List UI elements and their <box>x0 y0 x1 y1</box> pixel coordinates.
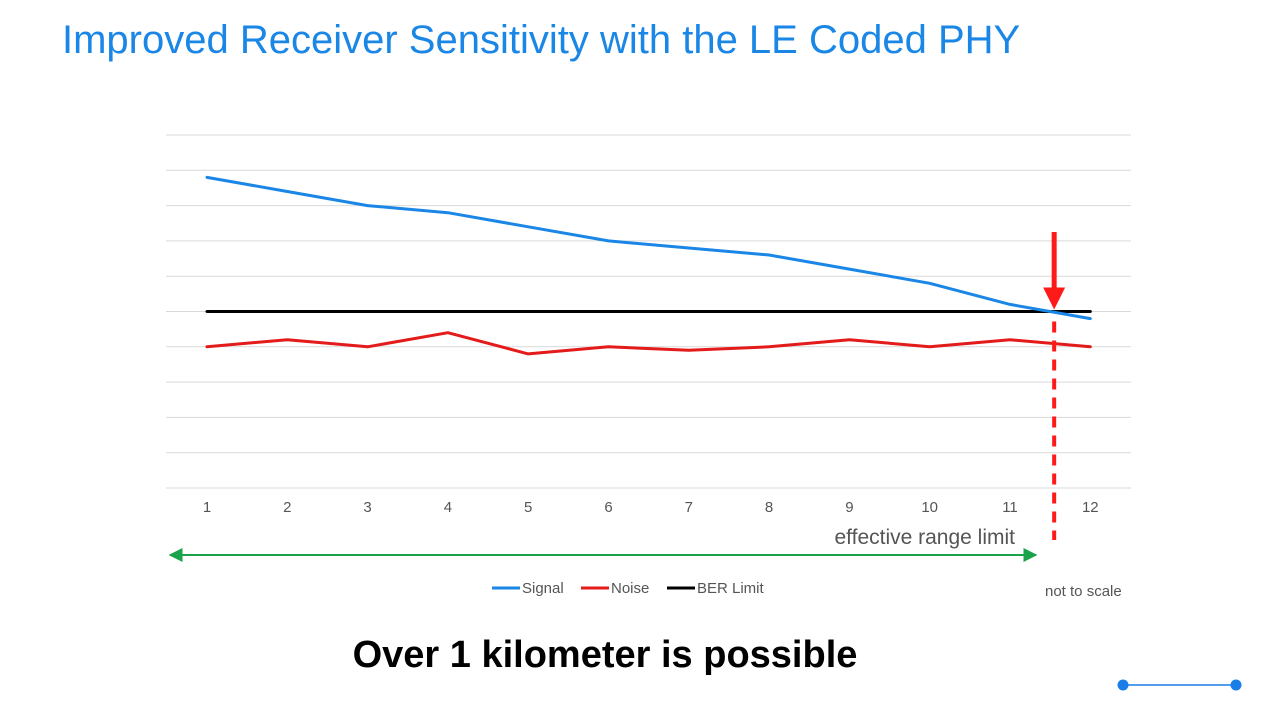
series-lines <box>205 175 1092 356</box>
series-line-signal <box>205 175 1092 321</box>
effective-range-label: effective range limit <box>834 526 1015 549</box>
legend-label-signal: Signal <box>522 580 564 597</box>
range-limit-marker <box>1043 232 1066 540</box>
legend-label-noise: Noise <box>611 580 649 597</box>
x-tick-label: 6 <box>604 499 612 516</box>
legend-label-ber-limit: BER Limit <box>697 580 765 597</box>
range-callout: Over 1 kilometer is possible <box>352 634 858 676</box>
slide-title: Improved Receiver Sensitivity with the L… <box>62 18 1021 62</box>
x-tick-label: 1 <box>203 499 211 516</box>
range-limit-arrow-head <box>1043 287 1066 310</box>
x-tick-label: 9 <box>845 499 853 516</box>
x-tick-label: 3 <box>363 499 371 516</box>
accent-dot-right <box>1230 679 1242 691</box>
x-tick-label: 10 <box>921 499 938 516</box>
scale-note: not to scale <box>1045 583 1122 600</box>
legend: Signal Noise BER Limit <box>492 580 765 597</box>
gridlines <box>166 134 1131 489</box>
x-tick-label: 11 <box>1002 499 1018 516</box>
series-line-noise <box>205 331 1092 356</box>
x-tick-label: 12 <box>1082 499 1099 516</box>
x-tick-label: 7 <box>685 499 693 516</box>
x-axis-ticks: 1 2 3 4 5 6 7 8 9 10 11 12 <box>203 499 1099 516</box>
x-tick-label: 5 <box>524 499 532 516</box>
x-tick-label: 4 <box>444 499 452 516</box>
x-tick-label: 8 <box>765 499 773 516</box>
slide-accent-decoration <box>1117 679 1242 691</box>
accent-dot-left <box>1117 679 1129 691</box>
x-tick-label: 2 <box>283 499 291 516</box>
